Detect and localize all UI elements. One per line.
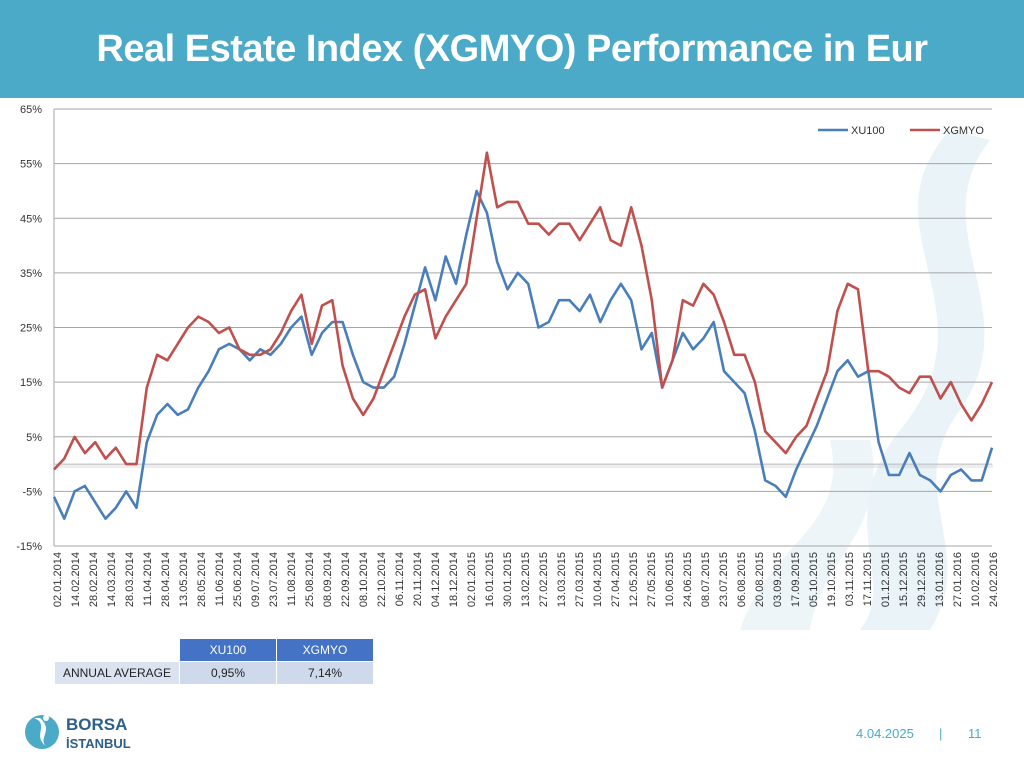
x-tick-label: 23.07.2014 [268,552,280,607]
x-tick-label: 27.01.2016 [952,552,964,607]
x-tick-label: 03.11.2015 [844,552,856,606]
table-value-xu100: 0,95% [179,661,277,685]
x-tick-label: 10.04.2015 [592,552,604,607]
x-tick-label: 12.05.2015 [628,552,640,607]
y-tick-label: 15% [20,377,42,389]
table-header-xgmyo: XGMYO [276,638,374,662]
x-tick-label: 02.01.2014 [52,552,64,607]
x-axis-ticks: 02.01.2014 14.02.2014 28.02.2014 14.03.2014… [52,552,1000,607]
table-header-xu100: XU100 [179,638,277,662]
x-tick-label: 22.10.2014 [376,552,388,607]
x-tick-label: 27.05.2015 [646,552,658,607]
page-number: 11 [968,726,982,741]
logo-text-istanbul: İSTANBUL [66,736,131,751]
footer-date: 4.04.2025 [856,726,914,741]
x-tick-label: 10.06.2015 [664,552,676,607]
x-tick-label: 13.01.2016 [934,552,946,607]
chart-grid [53,108,993,547]
x-tick-label: 23.07.2015 [718,552,730,607]
x-tick-label: 13.03.2015 [556,552,568,607]
x-tick-label: 17.11.2015 [862,552,874,606]
x-tick-label: 30.01.2015 [502,552,514,607]
x-tick-label: 20.11.2014 [412,552,424,606]
x-tick-label: 28.02.2014 [88,552,100,607]
y-tick-label: 25% [20,323,42,335]
x-tick-label: 14.03.2014 [106,552,118,607]
series-line-xgmyo [53,151,994,471]
y-tick-label: 5% [26,432,42,444]
x-tick-label: 11.08.2014 [286,552,298,606]
y-tick-label: 65% [20,104,42,116]
x-tick-label: 16.01.2015 [484,552,496,607]
x-tick-label: 10.02.2016 [970,552,982,607]
watermark-swoosh [740,130,990,630]
chart-series [52,151,994,521]
x-tick-label: 27.04.2015 [610,552,622,607]
slide-title: Real Estate Index (XGMYO) Performance in… [96,28,928,70]
y-tick-label: 35% [20,268,42,280]
footer-separator: | [939,726,943,741]
annual-average-table: XU100 XGMYO ANNUAL AVERAGE 0,95% 7,14% [54,638,374,685]
x-tick-label: 17.09.2015 [790,552,802,607]
table-value-xgmyo: 7,14% [276,661,374,685]
x-tick-label: 04.12.2014 [430,552,442,607]
x-tick-label: 02.01.2015 [466,552,478,607]
x-tick-label: 13.02.2015 [520,552,532,607]
chart-legend: XU100 XGMYO [818,125,984,137]
table-corner [54,638,180,662]
x-tick-label: 06.11.2014 [394,552,406,606]
x-tick-label: 01.12.2015 [880,552,892,607]
x-tick-label: 28.04.2014 [160,552,172,607]
x-tick-label: 19.10.2015 [826,552,838,607]
y-axis-ticks: 65% 55% 45% 35% 25% 15% 5% -5% -15% [16,104,42,553]
x-tick-label: 28.05.2014 [196,552,208,607]
x-tick-label: 06.08.2015 [736,552,748,607]
x-tick-label: 18.12.2014 [448,552,460,607]
x-tick-label: 25.08.2014 [304,552,316,607]
x-tick-label: 20.08.2015 [754,552,766,607]
x-tick-label: 03.09.2015 [772,552,784,607]
x-tick-label: 25.06.2014 [232,552,244,607]
x-tick-label: 11.06.2014 [214,552,226,606]
y-tick-label: -5% [22,486,42,498]
x-tick-label: 29.12.2015 [916,552,928,607]
x-tick-label: 11.04.2014 [142,552,154,606]
x-tick-label: 15.12.2015 [898,552,910,607]
y-tick-label: 55% [20,159,42,171]
x-tick-label: 28.03.2014 [124,552,136,607]
slide-header: Real Estate Index (XGMYO) Performance in… [0,0,1024,98]
borsa-istanbul-logo: BORSA İSTANBUL [25,715,131,751]
x-tick-label: 27.02.2015 [538,552,550,607]
x-tick-label: 24.02.2016 [988,552,1000,607]
x-tick-label: 05.10.2015 [808,552,820,607]
performance-chart: 65% 55% 45% 35% 25% 15% 5% -5% -15% 02.01.2014 14… [16,104,1000,607]
legend-label-xgmyo: XGMYO [943,125,984,137]
x-tick-label: 27.03.2015 [574,552,586,607]
y-tick-label: 45% [20,213,42,225]
x-tick-label: 13.05.2014 [178,552,190,607]
x-tick-label: 09.07.2014 [250,552,262,607]
x-tick-label: 14.02.2014 [70,552,82,607]
x-tick-label: 08.07.2015 [700,552,712,607]
x-tick-label: 08.09.2014 [322,552,334,607]
y-tick-label: -15% [16,541,42,553]
x-tick-label: 22.09.2014 [340,552,352,607]
table-row-label: ANNUAL AVERAGE [54,661,180,685]
x-tick-label: 24.06.2015 [682,552,694,607]
x-tick-label: 08.10.2014 [358,552,370,607]
legend-label-xu100: XU100 [851,125,885,137]
logo-text-borsa: BORSA [66,715,127,734]
series-line-xu100 [52,189,994,521]
